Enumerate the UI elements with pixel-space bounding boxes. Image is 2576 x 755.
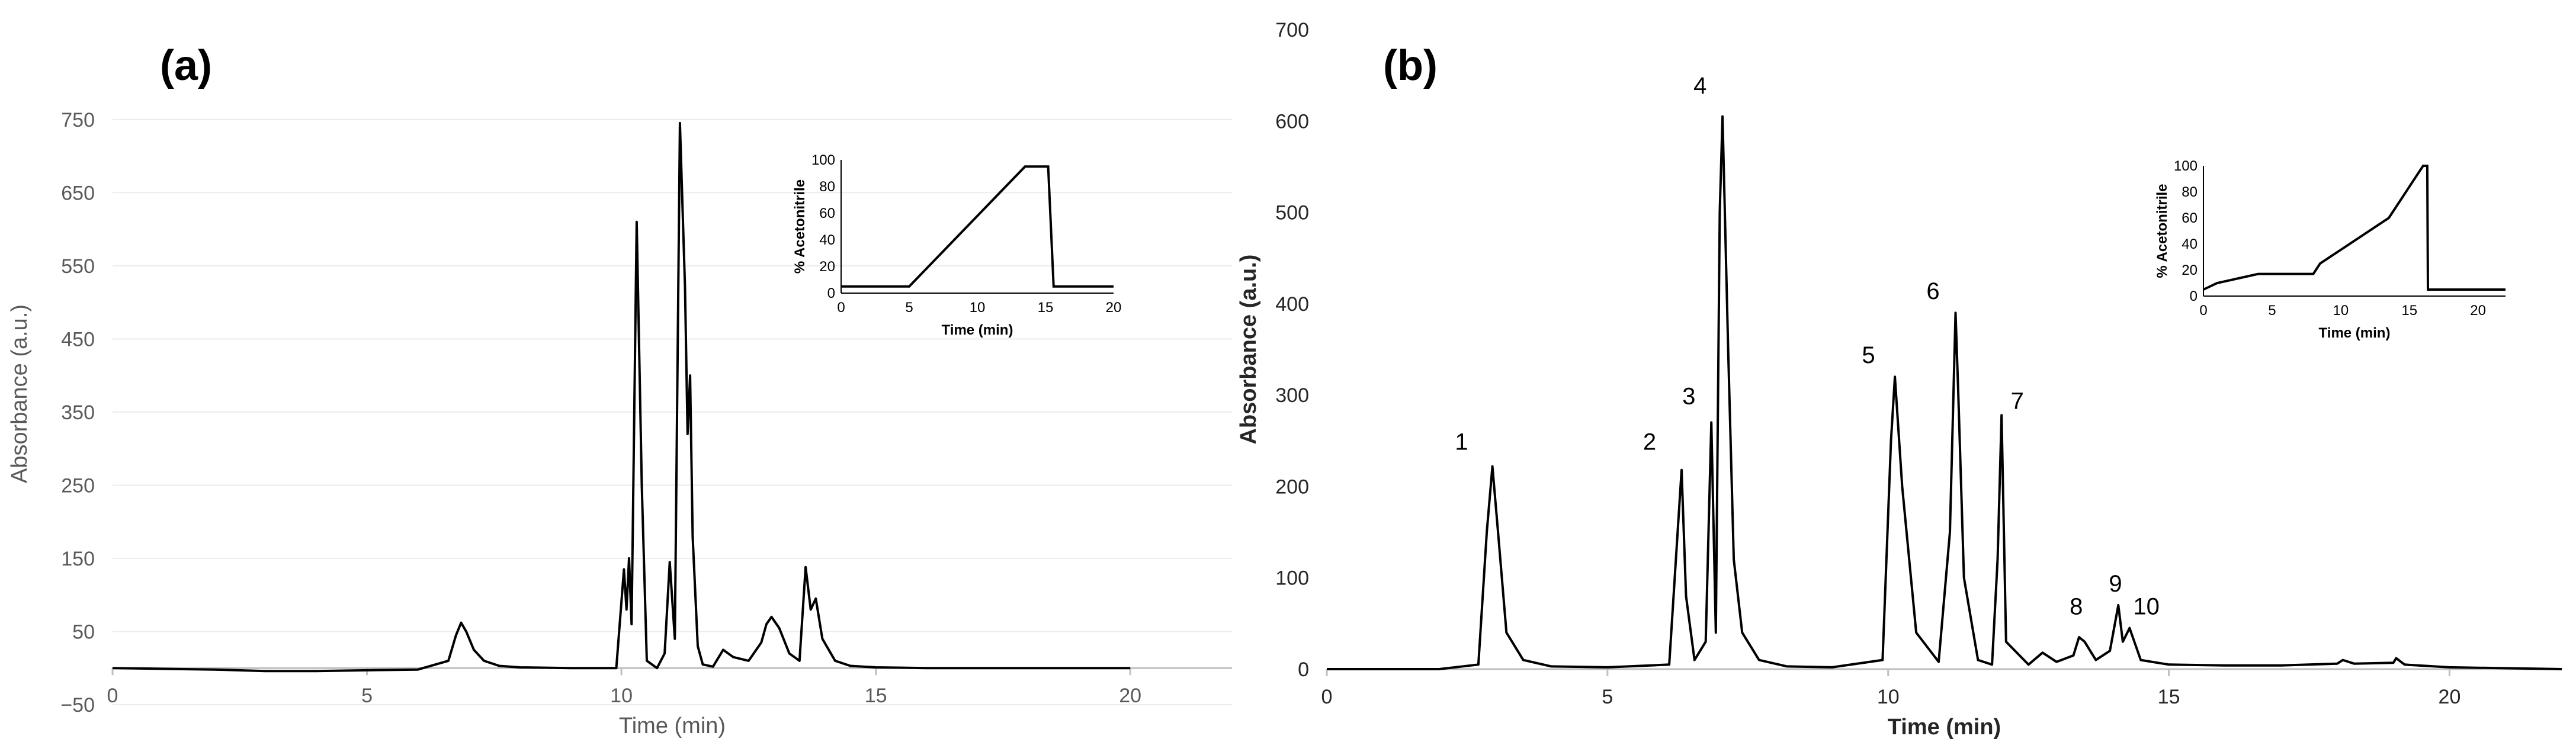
inset-series-line-a: [841, 165, 1114, 288]
inset-y-tick-label: 100: [2174, 158, 2198, 174]
x-axis-title-a: Time (min): [619, 714, 726, 738]
x-tick-label: 20: [1119, 685, 1141, 707]
y-tick-label: 250: [61, 474, 95, 497]
y-tick-label: 150: [61, 548, 95, 570]
inset-x-axis-title: Time (min): [2319, 325, 2391, 341]
y-tick-label: 550: [61, 255, 95, 278]
peak-label: 1: [1455, 429, 1468, 455]
peak-label: 6: [1926, 278, 1939, 304]
y-tick-label: 700: [1275, 19, 1309, 41]
x-tick-label: 5: [361, 685, 373, 707]
inset-x-tick-label: 20: [2470, 303, 2486, 319]
panel-label-a: (a): [160, 42, 212, 89]
y-tick-label: 0: [1298, 658, 1309, 681]
y-tick-label: 100: [1275, 567, 1309, 590]
inset-y-tick-label: 40: [2182, 236, 2198, 252]
inset-y-tick-label: 40: [819, 232, 835, 248]
peak-label: 7: [2011, 388, 2024, 414]
x-tick-label: 10: [1877, 686, 1900, 708]
y-tick-label: 450: [61, 328, 95, 351]
inset-y-tick-label: 0: [827, 285, 835, 301]
series-line-b: [1327, 115, 2562, 670]
inset-x-tick-label: 10: [970, 300, 986, 316]
inset-y-tick-label: 60: [2182, 210, 2198, 226]
peak-label: 2: [1643, 429, 1656, 455]
inset-y-tick-label: 100: [811, 152, 835, 168]
x-tick-label: 5: [1602, 686, 1613, 708]
panel-label-b: (b): [1383, 42, 1438, 89]
inset-y-tick-label: 80: [2182, 184, 2198, 200]
inset-x-tick-label: 20: [1106, 300, 1122, 316]
inset-x-axis-title: Time (min): [942, 322, 1013, 338]
x-tick-label: 0: [107, 685, 118, 707]
inset-x-tick-label: 10: [2333, 303, 2349, 319]
inset-y-tick-label: 60: [819, 205, 835, 221]
inset-y-axis-title: % Acetonitrile: [2154, 184, 2170, 278]
y-tick-label: 400: [1275, 293, 1309, 316]
y-tick-label: 500: [1275, 202, 1309, 224]
inset-chart-b: 0 20 40 60 80 100 0 5 10 15 20 Time (min) % Acetonit…: [2154, 158, 2506, 341]
y-axis-title-b: Absorbance (a.u.): [1236, 255, 1261, 445]
inset-y-tick-label: 20: [2182, 262, 2198, 278]
y-axis-title-a: Absorbance (a.u.): [7, 304, 32, 483]
x-tick-label: 10: [610, 685, 633, 707]
x-tick-label: 20: [2439, 686, 2461, 708]
inset-y-tick-label: 20: [819, 259, 835, 275]
peak-label: 4: [1693, 73, 1706, 99]
inset-x-tick-label: 0: [837, 300, 845, 316]
y-tick-label: 50: [72, 621, 95, 643]
inset-x-tick-label: 15: [2401, 303, 2417, 319]
inset-series-line-b: [2203, 165, 2506, 291]
peak-label: 5: [1862, 342, 1875, 368]
y-tick-label: 200: [1275, 476, 1309, 498]
x-tick-label: 0: [1321, 686, 1333, 708]
inset-y-tick-label: 0: [2190, 288, 2198, 304]
y-tick-label: 650: [61, 182, 95, 204]
x-tick-label: 15: [865, 685, 887, 707]
y-tick-label: −50: [60, 694, 95, 717]
peak-label: 10: [2133, 593, 2160, 619]
x-axis-title-b: Time (min): [1888, 715, 2001, 740]
inset-x-tick-label: 5: [2268, 303, 2276, 319]
x-tick-label: 15: [2158, 686, 2180, 708]
peak-label: 3: [1682, 384, 1695, 410]
peak-label: 8: [2070, 593, 2083, 619]
inset-y-axis-title: % Acetonitrile: [792, 179, 808, 274]
inset-x-tick-label: 0: [2199, 303, 2207, 319]
y-tick-label: 300: [1275, 384, 1309, 407]
y-tick-label: 350: [61, 401, 95, 424]
y-tick-label: 750: [61, 109, 95, 131]
inset-x-tick-label: 5: [905, 300, 913, 316]
peak-label: 9: [2109, 571, 2122, 597]
series-line-a: [112, 121, 1131, 673]
inset-chart-a: 0 20 40 60 80 100 0 5 10 15 20 Time (min) % Acetonit…: [792, 152, 1121, 338]
inset-x-tick-label: 15: [1038, 300, 1054, 316]
y-tick-label: 600: [1275, 110, 1309, 133]
inset-y-tick-label: 80: [819, 179, 835, 195]
